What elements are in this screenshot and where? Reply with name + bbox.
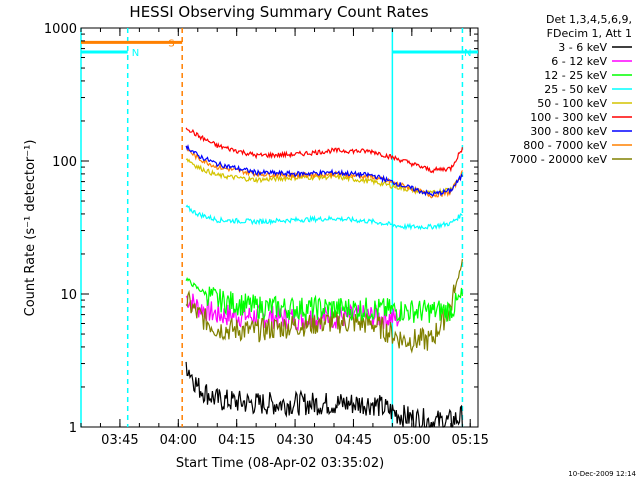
- x-tick-label: 04:45: [335, 433, 372, 448]
- generated-timestamp: 10-Dec-2009 12:14: [568, 470, 636, 478]
- state-bar-label-1: N: [132, 48, 139, 59]
- series-line-0: [185, 361, 463, 428]
- legend-label: 7000 - 20000 keV: [509, 153, 607, 166]
- legend-label: 6 - 12 keV: [551, 55, 607, 68]
- y-tick-label: 1: [69, 421, 77, 436]
- vertical-markers: [80, 28, 464, 427]
- legend-header-line-1: Det 1,3,4,5,6,9,: [546, 13, 632, 26]
- series-lines: [185, 127, 463, 428]
- legend-label: 25 - 50 keV: [544, 83, 607, 96]
- x-tick-label: 05:15: [451, 433, 488, 448]
- x-tick-label: 03:45: [101, 433, 138, 448]
- x-tick-label: 04:00: [160, 433, 197, 448]
- legend-label: 3 - 6 keV: [558, 41, 607, 54]
- legend-label: 100 - 300 keV: [530, 111, 607, 124]
- x-tick-label: 04:15: [218, 433, 255, 448]
- series-line-3: [185, 204, 463, 231]
- legend-label: 12 - 25 keV: [544, 69, 607, 82]
- series-line-8: [185, 259, 463, 354]
- x-tick-label: 05:00: [393, 433, 430, 448]
- x-tick-label: 04:30: [276, 433, 313, 448]
- axes: 03:45 04:00 04:15 04:30 04:45 05:00 05:15 1 10 10…: [44, 22, 489, 448]
- legend-label: 800 - 7000 keV: [523, 139, 607, 152]
- x-axis-label: Start Time (08-Apr-02 03:35:02): [176, 456, 384, 471]
- state-bar-label-2: N: [464, 48, 471, 59]
- legend: Det 1,3,4,5,6,9, FDecim 1, Att 1 3 - 6 k…: [509, 13, 632, 166]
- chart-title: HESSI Observing Summary Count Rates: [129, 3, 428, 21]
- y-tick-label: 10: [60, 288, 77, 303]
- legend-label: 50 - 100 keV: [537, 97, 607, 110]
- y-tick-label: 100: [52, 155, 77, 170]
- series-line-6: [185, 143, 463, 197]
- series-line-2: [185, 277, 463, 323]
- legend-header-line-2: FDecim 1, Att 1: [547, 27, 632, 40]
- series-line-5: [185, 127, 463, 174]
- legend-label: 300 - 800 keV: [530, 125, 607, 138]
- y-axis-label: Count Rate (s⁻¹ detector⁻¹): [23, 140, 38, 317]
- y-tick-label: 1000: [44, 22, 77, 37]
- state-bars: N NS: [81, 38, 478, 59]
- state-bar-label-3: S: [168, 38, 174, 49]
